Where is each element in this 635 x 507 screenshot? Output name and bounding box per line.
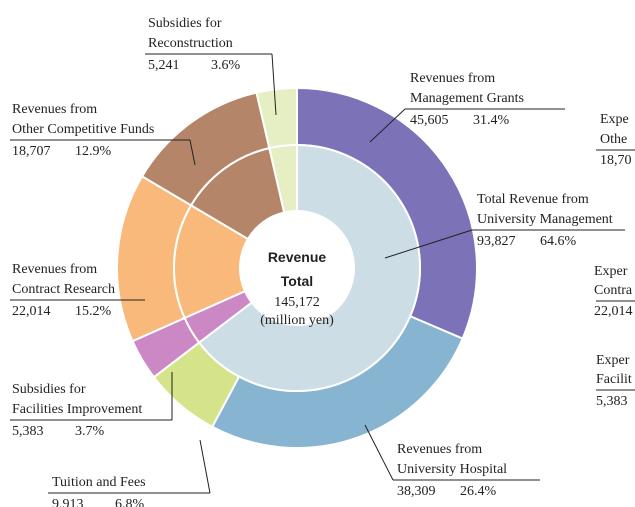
slice-percent: 6.8% [115,497,145,507]
cropped-text: Exper [596,353,630,368]
slice-value: 5,383 [12,424,44,439]
slice-label: Facilities Improvement [12,402,142,417]
slice-label: University Hospital [397,462,507,477]
leader-line [384,229,473,259]
slice-label: Revenues from [12,102,97,117]
slice-value: 9,913 [52,497,84,507]
slice-label: Tuition and Fees [52,475,146,490]
cropped-text: Expe [600,112,629,127]
slice-percent: 3.6% [211,58,241,73]
leader-line [364,424,394,481]
slice-label: Revenues from [12,262,97,277]
slice-value: 93,827 [477,234,516,249]
leader-line [199,439,211,494]
inner-slice [268,143,298,214]
leader-line [189,139,196,166]
cropped-text: 18,70 [600,153,632,168]
cropped-text: Contra [594,283,633,298]
slice-value: 45,605 [410,113,449,128]
slice-label: Management Grants [410,91,524,106]
cropped-text: Othe [600,132,627,147]
cropped-text: 22,014 [594,304,633,319]
slice-value: 5,241 [148,58,180,73]
inner-slice [197,143,421,392]
center-unit: (million yen) [260,313,334,328]
slice-value: 38,309 [397,484,436,499]
slice-percent: 3.7% [75,424,105,439]
leader-line [369,108,406,143]
slice-percent: 12.9% [75,144,112,159]
slice-label: Contract Research [12,282,115,297]
slice-label: Total Revenue from [477,192,589,207]
slice-label: Revenues from [397,442,482,457]
slice-value: 22,014 [12,304,51,319]
slice-percent: 31.4% [473,113,510,128]
slice-percent: 64.6% [540,234,577,249]
center-hole [241,212,353,324]
center-total: 145,172 [274,295,320,310]
slice-label: Revenues from [410,71,495,86]
slice-label: Subsidies for [12,382,86,397]
center-title: Total [281,273,313,289]
cropped-text: 5,383 [596,394,628,409]
slice-percent: 26.4% [460,484,497,499]
slice-value: 18,707 [12,144,51,159]
slice-label: Other Competitive Funds [12,122,154,137]
slice-label: University Management [477,212,613,227]
leader-line [271,53,277,116]
center-title: Revenue [268,249,327,265]
cropped-text: Facilit [596,372,632,387]
slice-percent: 15.2% [75,304,112,319]
slice-label: Reconstruction [148,36,233,51]
slice-label: Subsidies for [148,16,222,31]
cropped-text: Exper [594,264,628,279]
